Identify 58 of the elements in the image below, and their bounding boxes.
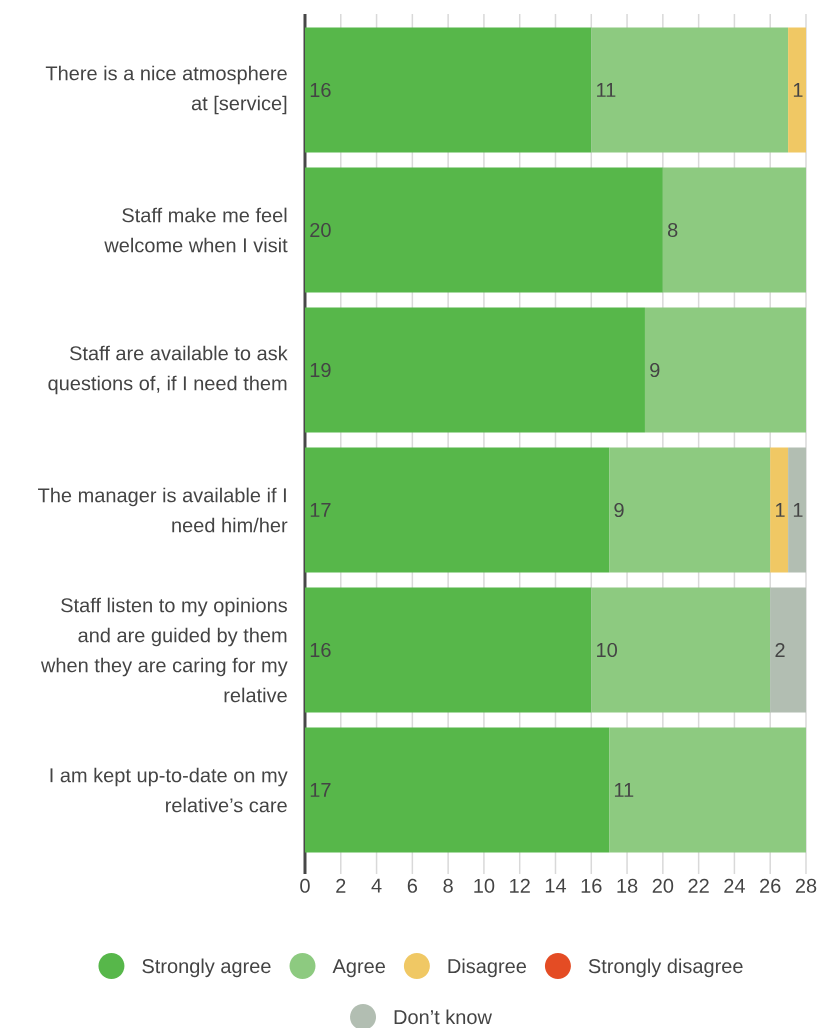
y-tick-label: Staff are available to ask questions of, if I need them <box>48 345 288 395</box>
bar <box>591 587 771 713</box>
bar <box>304 727 610 853</box>
bar <box>591 27 789 153</box>
x-tick-label: 28 <box>795 878 817 893</box>
legend-label: Strongly disagree <box>588 958 743 978</box>
y-tick-label: There is a nice atmosphere at [service] <box>45 65 287 115</box>
bar <box>788 27 806 153</box>
y-tick-label: I am kept up-to-date on my relative’s care <box>50 767 288 813</box>
bar <box>609 727 806 853</box>
data-label: 9 <box>650 362 660 378</box>
bar <box>304 167 663 293</box>
bar <box>788 447 806 573</box>
x-tick-label: 4 <box>371 878 382 893</box>
legend-label: Agree <box>332 959 385 978</box>
data-label: 16 <box>310 82 331 98</box>
bar <box>770 447 789 573</box>
x-tick-label: 16 <box>581 878 602 893</box>
x-tick-label: 6 <box>407 878 418 893</box>
bar <box>644 307 806 433</box>
bar <box>662 167 806 293</box>
x-tick-label: 26 <box>760 878 781 893</box>
data-label: 10 <box>597 642 617 658</box>
x-tick-label: 14 <box>545 878 567 893</box>
y-tick-label: Staff listen to my opinions and are guided by them when they are caring for my relative <box>40 597 288 703</box>
data-label: 19 <box>310 362 331 378</box>
data-label: 17 <box>310 783 331 797</box>
bar <box>304 307 645 433</box>
bar <box>304 447 610 573</box>
y-tick-label: The manager is available if I need him/her <box>38 487 288 533</box>
x-tick-label: 22 <box>688 878 709 893</box>
data-label: 9 <box>614 502 624 518</box>
legend-label: Strongly agree <box>142 958 271 978</box>
data-label: 1 <box>793 503 803 517</box>
x-tick-label: 18 <box>617 878 638 893</box>
x-tick-label: 24 <box>724 878 745 893</box>
data-label: 11 <box>597 83 616 97</box>
x-tick-label: 10 <box>474 878 495 893</box>
data-label: 11 <box>614 783 634 797</box>
legend-label: Disagree <box>448 958 526 978</box>
data-label: 20 <box>310 222 331 238</box>
data-label: 1 <box>793 83 803 97</box>
x-tick-label: 20 <box>652 878 674 893</box>
x-tick-label: 8 <box>443 878 453 893</box>
data-label: 17 <box>310 503 331 517</box>
bar <box>609 447 771 573</box>
data-label: 2 <box>775 643 785 657</box>
legend-label: Don’t know <box>394 1009 492 1025</box>
x-tick-label: 12 <box>510 878 530 893</box>
data-label: 8 <box>667 222 678 238</box>
x-tick-label: 2 <box>336 878 346 893</box>
data-label: 1 <box>776 503 785 517</box>
bar <box>304 587 592 713</box>
bar <box>770 587 806 713</box>
x-tick-label: 0 <box>300 878 310 893</box>
y-tick-label: Staff make me feel welcome when I visit <box>104 207 288 253</box>
bar <box>304 27 592 153</box>
data-label: 16 <box>310 642 331 658</box>
